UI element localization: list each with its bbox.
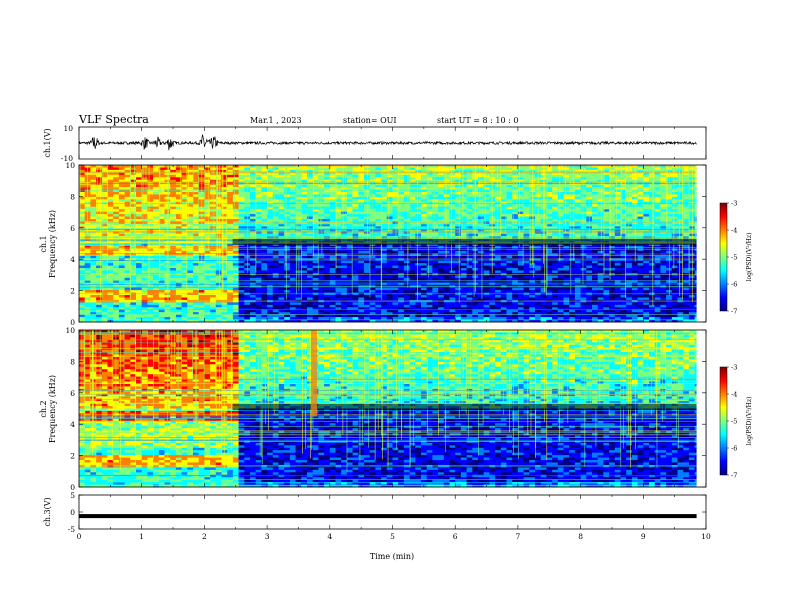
- ch3-ytick: 5: [70, 491, 75, 500]
- freq-ytick: 2: [70, 452, 75, 461]
- freq-ytick: 0: [70, 318, 75, 327]
- ch1-waveform-panel: 10 -10 ch.1(V): [43, 124, 707, 163]
- colorbar-tick: -3: [731, 200, 737, 208]
- colorbar-tick: -7: [731, 472, 737, 480]
- freq-ytick: 6: [70, 389, 75, 398]
- ch2-spectrogram-image: [79, 329, 707, 488]
- freq-ytick: 10: [65, 326, 75, 335]
- start-time-label: start UT = 8 : 10 : 0: [437, 116, 518, 125]
- ch2-spec-ylabel-freq: Frequency (kHz): [48, 375, 57, 443]
- colorbar-tick: -5: [731, 418, 737, 426]
- x-tick: 7: [516, 532, 521, 541]
- ch1-ytick-top: 10: [63, 124, 73, 133]
- freq-ytick: 10: [65, 161, 75, 170]
- x-tick: 3: [265, 532, 270, 541]
- ch1-spectrogram-panel: 0 2 4 6 8 10 ch.1 Frequency (kHz) -3 -4 -5 -6 -7 l…: [39, 161, 753, 327]
- ch2-spectrogram-panel: 0 2 4 6 8 10 ch.2 Frequency (kHz) -3 -4 -5 -6 -7 l…: [39, 326, 753, 492]
- ch1-ylabel: ch.1(V): [43, 128, 52, 157]
- x-tick: 2: [202, 532, 207, 541]
- colorbar-scale: [719, 202, 728, 312]
- x-tick: 0: [77, 532, 82, 541]
- ch3-ylabel: ch.3(V): [43, 497, 52, 526]
- freq-ytick: 0: [70, 483, 75, 492]
- x-axis-label: Time (min): [370, 552, 414, 561]
- colorbar-tick: -7: [731, 308, 737, 316]
- x-tick: 1: [139, 532, 144, 541]
- ch3-ytick: -5: [68, 525, 76, 534]
- ch1-spectrogram-image: [78, 165, 707, 323]
- ch3-panel: 50-5 ch.3(V) 0 1 2 3 4 5 6 7 8 9 10 Time (min): [43, 491, 711, 561]
- ch3-signal-band: [79, 514, 697, 519]
- freq-ytick: 2: [70, 287, 75, 296]
- date-label: Mar.1 , 2023: [250, 116, 302, 125]
- ch1-colorbar: -3 -4 -5 -6 -7 log(PSD)(V²/Hz): [719, 200, 753, 316]
- colorbar-tick: -5: [731, 254, 737, 262]
- colorbar-tick: -4: [731, 391, 737, 399]
- x-tick: 10: [701, 532, 711, 541]
- ch1-spec-ylabel-ch: ch.1: [39, 235, 48, 252]
- x-tick: 5: [390, 532, 395, 541]
- ch1-waveform-line: [78, 134, 697, 151]
- colorbar-tick: -4: [731, 227, 737, 235]
- colorbar-tick: -6: [731, 445, 737, 453]
- x-tick: 4: [327, 532, 332, 541]
- ch1-spec-ylabel-freq: Frequency (kHz): [48, 210, 57, 278]
- colorbar-label: log(PSD)(V²/Hz): [746, 397, 753, 446]
- freq-ytick: 4: [70, 255, 75, 264]
- ch3-ytick: 0: [70, 508, 75, 517]
- freq-ytick: 8: [70, 357, 75, 366]
- colorbar-scale: [719, 366, 728, 476]
- colorbar-tick: -6: [731, 281, 737, 289]
- x-tick: 9: [641, 532, 646, 541]
- figure-title: VLF Spectra: [78, 113, 149, 126]
- colorbar-tick: -3: [731, 364, 737, 372]
- x-tick: 8: [578, 532, 583, 541]
- freq-ytick: 6: [70, 224, 75, 233]
- station-label: station= OUI: [343, 116, 397, 125]
- colorbar-label: log(PSD)(V²/Hz): [746, 233, 753, 282]
- freq-ytick: 8: [70, 192, 75, 201]
- x-tick: 6: [453, 532, 458, 541]
- freq-ytick: 4: [70, 420, 75, 429]
- ch2-spec-ylabel-ch: ch.2: [39, 400, 48, 417]
- ch2-colorbar: -3 -4 -5 -6 -7 log(PSD)(V²/Hz): [719, 364, 753, 480]
- ch1-ytick-bottom: -10: [61, 154, 73, 163]
